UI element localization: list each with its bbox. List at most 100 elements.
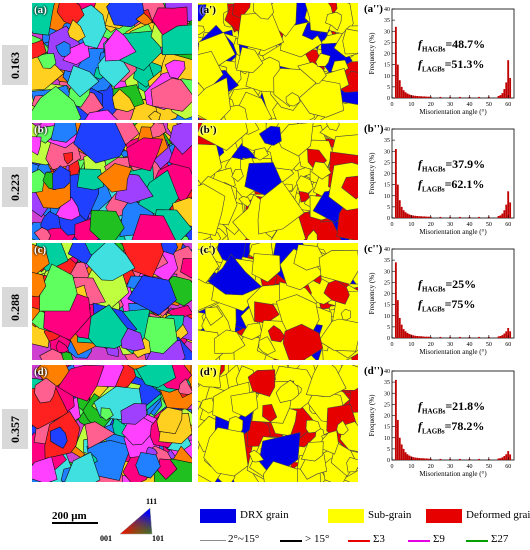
y-axis-label: Frequency (%) bbox=[368, 394, 376, 436]
x-tick-label: 40 bbox=[466, 464, 472, 470]
histogram-bar bbox=[414, 95, 417, 98]
histogram-bar bbox=[458, 216, 461, 218]
y-tick-label: 5 bbox=[387, 85, 390, 91]
x-axis-label: Misorientation angle (°) bbox=[419, 470, 487, 478]
histogram-bar bbox=[425, 216, 428, 218]
histogram-bar bbox=[418, 458, 421, 460]
x-tick-label: 20 bbox=[428, 102, 434, 108]
histogram-bar bbox=[402, 90, 405, 98]
ebsd-ipf-map: (d) bbox=[32, 365, 192, 482]
fhagbs-annotation: fHAGBs=37.9% bbox=[418, 157, 486, 174]
histogram-bar bbox=[416, 457, 419, 460]
flagbs-annotation: fLAGBs=51.3% bbox=[418, 57, 485, 74]
y-tick-label: 20 bbox=[384, 52, 390, 58]
legend-sigma27: Σ27 bbox=[491, 533, 509, 545]
misorientation-chart: 0 10 20 30 40 50 60 0 5 10 15 20 25 30 35 40 Misorientat… bbox=[364, 3, 524, 120]
flagbs-annotation: fLAGBs=75% bbox=[418, 297, 476, 314]
histogram-bar bbox=[507, 451, 510, 460]
y-tick-label: 10 bbox=[384, 74, 390, 80]
histogram-bar bbox=[418, 336, 421, 338]
fhagbs-annotation: fHAGBs=25% bbox=[418, 277, 477, 294]
x-axis-label: Misorientation angle (°) bbox=[419, 228, 487, 236]
panel-label: (c'') bbox=[364, 243, 383, 255]
histogram-bar bbox=[501, 213, 504, 218]
x-tick-label: 0 bbox=[391, 222, 394, 228]
y-tick-label: 0 bbox=[387, 96, 390, 102]
x-tick-label: 0 bbox=[391, 342, 394, 348]
histogram-bar bbox=[497, 96, 500, 98]
y-tick-label: 20 bbox=[384, 292, 390, 298]
histogram-bar bbox=[497, 216, 500, 218]
histogram-bar bbox=[427, 216, 430, 218]
y-tick-label: 5 bbox=[387, 205, 390, 211]
legend-sigma3: Σ3 bbox=[373, 533, 385, 545]
histogram-bar bbox=[422, 216, 424, 218]
histogram-bar bbox=[425, 96, 428, 98]
panel-label: (c) bbox=[34, 244, 47, 256]
histogram-bar bbox=[478, 458, 481, 460]
histogram-bar bbox=[402, 329, 405, 338]
y-tick-label: 40 bbox=[384, 127, 390, 133]
x-tick-label: 0 bbox=[391, 102, 394, 108]
histogram-bar bbox=[501, 457, 504, 460]
panel-label: (a) bbox=[34, 4, 47, 16]
panel-label: (a') bbox=[200, 4, 216, 16]
histogram-bar bbox=[424, 96, 426, 98]
histogram-bar bbox=[501, 93, 504, 98]
x-tick-label: 40 bbox=[466, 342, 472, 348]
y-tick-label: 15 bbox=[384, 425, 390, 431]
y-tick-label: 25 bbox=[384, 280, 390, 286]
misorientation-chart: 0 10 20 30 40 50 60 0 5 10 15 20 25 30 35 40 Misorientat… bbox=[364, 365, 524, 482]
y-tick-label: 10 bbox=[384, 436, 390, 442]
histogram-bar bbox=[422, 336, 424, 338]
plot-frame bbox=[391, 8, 515, 99]
y-axis-label: Frequency (%) bbox=[368, 32, 376, 74]
x-tick-label: 60 bbox=[505, 464, 511, 470]
x-tick-label: 40 bbox=[466, 102, 472, 108]
histogram-bar bbox=[427, 458, 430, 460]
histogram-bar bbox=[439, 458, 442, 460]
y-tick-label: 0 bbox=[387, 216, 390, 222]
histogram-bar bbox=[478, 336, 481, 338]
x-tick-label: 20 bbox=[428, 464, 434, 470]
flagbs-annotation: fLAGBs=62.1% bbox=[418, 177, 485, 194]
histogram-bar bbox=[424, 216, 426, 218]
histogram-bar bbox=[414, 335, 417, 338]
histogram-bar bbox=[497, 336, 500, 338]
grain-type-map: (a') bbox=[198, 3, 358, 120]
ebsd-ipf-map: (a) bbox=[32, 3, 192, 120]
x-tick-label: 20 bbox=[428, 342, 434, 348]
histogram-bar bbox=[458, 96, 461, 98]
histogram-bar bbox=[509, 77, 512, 98]
legend-deformed-grain: Deformed grain bbox=[466, 509, 530, 521]
histogram-bar bbox=[509, 331, 512, 338]
x-tick-label: 50 bbox=[486, 222, 492, 228]
histogram-bar bbox=[424, 336, 426, 338]
histogram-bar bbox=[408, 455, 411, 460]
plot-frame bbox=[391, 248, 515, 339]
histogram-bar bbox=[396, 300, 399, 338]
histogram-bar bbox=[505, 331, 508, 338]
ipf-label-right: 101 bbox=[152, 534, 164, 543]
histogram-bar bbox=[427, 336, 430, 338]
y-tick-label: 20 bbox=[384, 414, 390, 420]
histogram-bar bbox=[420, 96, 422, 98]
histogram-bar bbox=[420, 336, 422, 338]
histogram-bar bbox=[396, 64, 399, 99]
fhagbs-annotation: fHAGBs=48.7% bbox=[418, 37, 486, 54]
histogram-bar bbox=[402, 448, 405, 461]
histogram-bar bbox=[507, 60, 510, 98]
chart-svg: 0 10 20 30 40 50 600510152025303540Misorientat… bbox=[368, 127, 515, 236]
x-tick-label: 20 bbox=[428, 222, 434, 228]
y-tick-label: 35 bbox=[384, 138, 390, 144]
histogram-bar bbox=[458, 458, 461, 460]
histogram-bar bbox=[499, 458, 502, 460]
y-tick-label: 35 bbox=[384, 258, 390, 264]
x-tick-label: 30 bbox=[447, 342, 453, 348]
histogram-bar bbox=[509, 454, 512, 460]
x-tick-label: 10 bbox=[408, 342, 414, 348]
y-tick-label: 10 bbox=[384, 314, 390, 320]
plot-frame bbox=[391, 128, 515, 219]
histogram-bar bbox=[398, 317, 401, 338]
legend-drx-grain: DRX grain bbox=[240, 509, 289, 521]
